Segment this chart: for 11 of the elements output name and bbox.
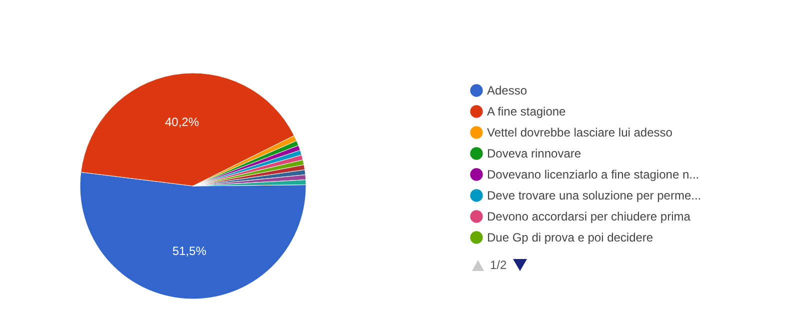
legend-label: Dovevano licenziarlo a fine stagione n... [487,168,700,182]
data-label: 51,5% [172,244,207,258]
legend-label: Devono accordarsi per chiudere prima [487,210,691,224]
legend-label: Adesso [487,84,528,98]
legend-label: Doveva rinnovare [487,146,582,160]
legend-label: Vettel dovrebbe lasciare lui adesso [487,126,673,140]
legend-label: Due Gp di prova e poi decidere [487,230,654,244]
text: 1/2 [490,258,507,272]
legend-label: Deve trovare una soluzione per perme... [487,188,702,202]
data-label: 40,2% [165,114,200,129]
legend-label: A fine stagione [487,104,566,118]
